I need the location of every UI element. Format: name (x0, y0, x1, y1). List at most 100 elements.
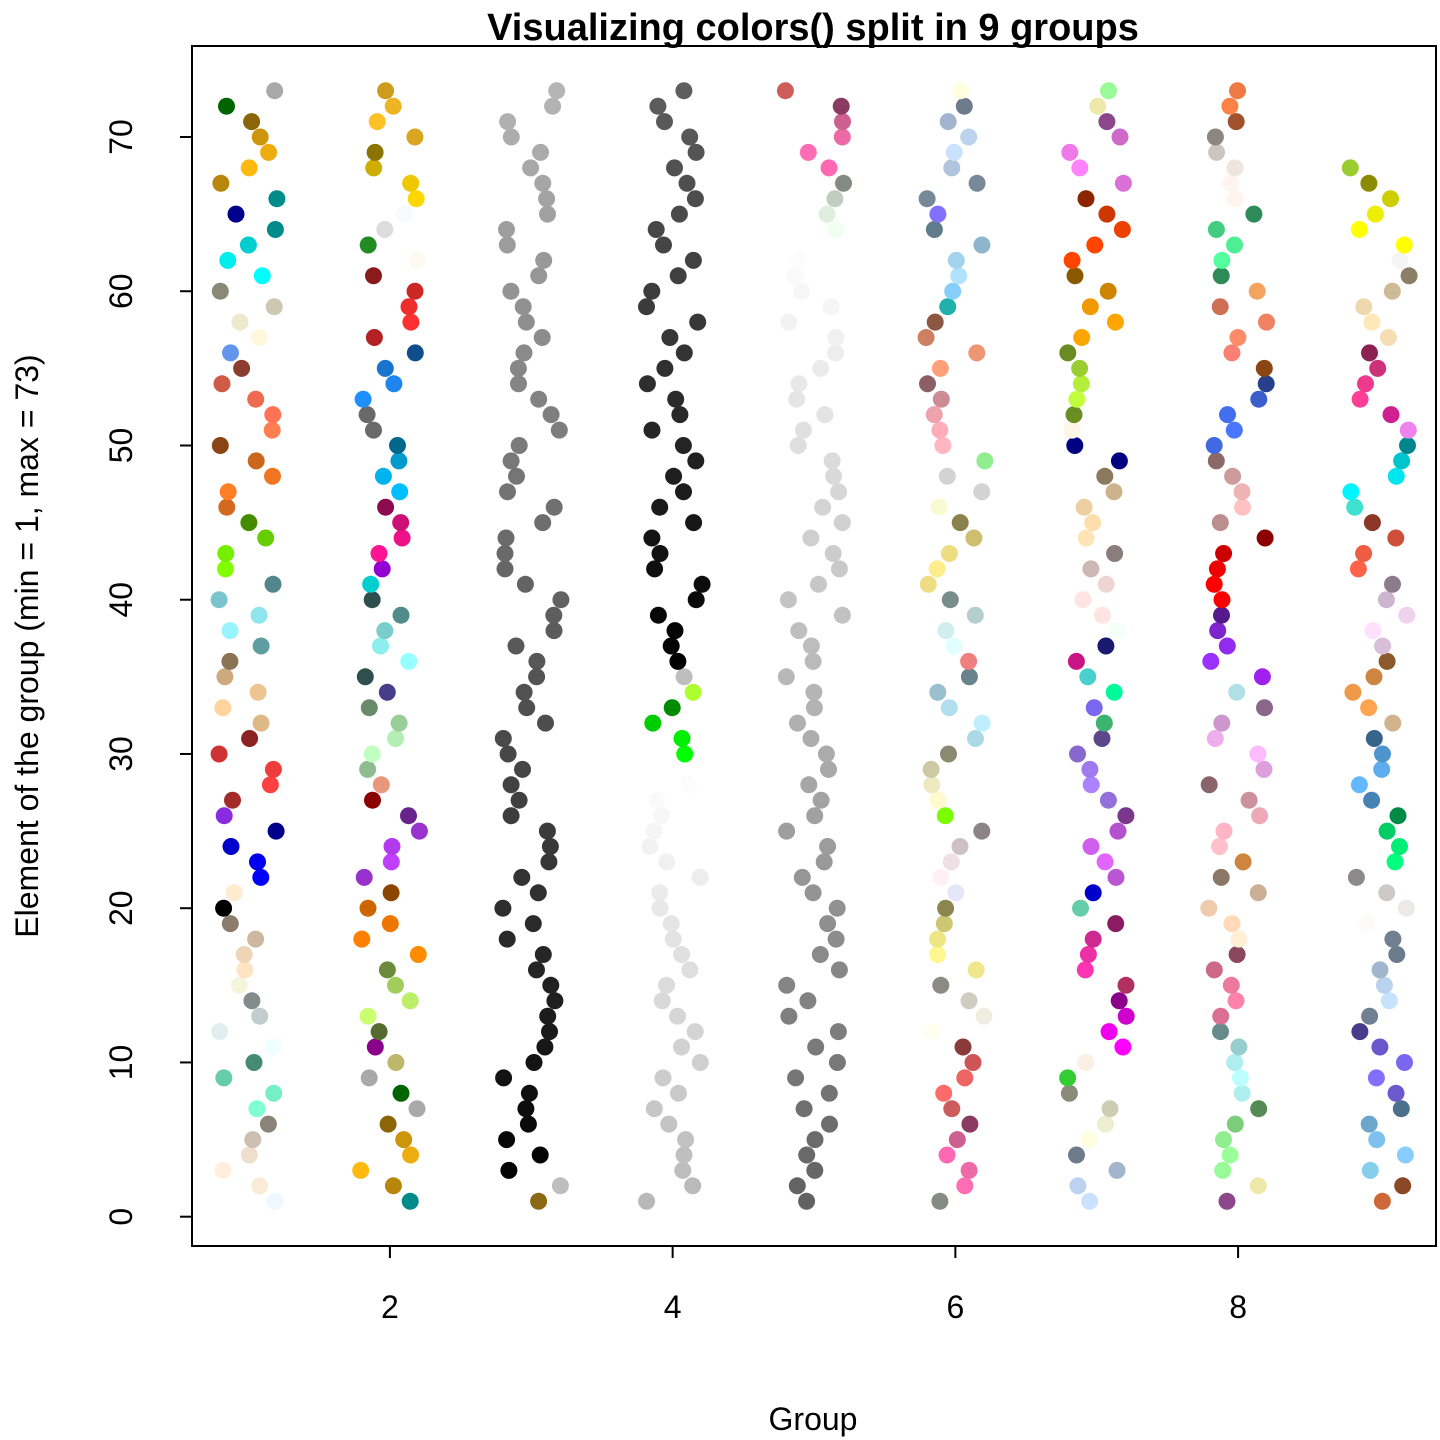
point-g6-20 (937, 900, 954, 917)
point-g4-23 (658, 853, 675, 870)
point-g4-13 (669, 1008, 686, 1025)
point-g5-36 (805, 653, 822, 670)
point-g4-19 (663, 915, 680, 932)
point-g9-54 (1357, 375, 1374, 392)
point-g1-73 (266, 82, 283, 99)
point-g2-44 (394, 530, 411, 547)
point-g8-65 (1245, 206, 1262, 223)
point-g5-65 (819, 206, 836, 223)
point-g5-53 (788, 391, 805, 408)
point-g2-30 (364, 746, 381, 763)
point-g7-35 (1079, 668, 1096, 685)
point-g7-48 (1096, 468, 1113, 485)
point-g5-27 (813, 792, 830, 809)
point-g9-13 (1361, 1008, 1378, 1025)
point-g8-57 (1229, 329, 1246, 346)
point-g7-33 (1086, 699, 1103, 716)
point-g7-65 (1098, 206, 1115, 223)
point-g2-8 (393, 1085, 410, 1102)
point-g2-36 (400, 653, 417, 670)
point-g7-40 (1075, 591, 1092, 608)
point-g8-24 (1211, 838, 1228, 855)
point-g7-58 (1107, 314, 1124, 331)
point-g3-8 (521, 1085, 538, 1102)
point-g5-5 (807, 1131, 824, 1148)
point-g7-49 (1111, 452, 1128, 469)
point-g2-47 (391, 483, 408, 500)
point-g1-63 (240, 237, 257, 254)
point-g2-32 (391, 715, 408, 732)
point-g9-37 (1374, 638, 1391, 655)
point-g3-52 (543, 406, 560, 423)
point-g6-47 (973, 483, 990, 500)
point-g6-17 (929, 946, 946, 963)
point-g2-2 (385, 1177, 402, 1194)
point-g5-60 (793, 283, 810, 300)
point-g6-26 (937, 807, 954, 824)
point-g9-66 (1382, 190, 1399, 207)
point-g6-45 (952, 514, 969, 531)
point-g1-69 (260, 144, 277, 161)
point-g4-48 (665, 468, 682, 485)
point-g9-25 (1379, 823, 1396, 840)
point-g3-17 (535, 946, 552, 963)
point-g1-27 (224, 792, 241, 809)
point-g2-33 (361, 699, 378, 716)
point-g1-17 (236, 946, 253, 963)
point-g1-20 (215, 900, 232, 917)
point-g1-26 (216, 807, 233, 824)
point-g1-66 (268, 190, 285, 207)
point-g8-34 (1228, 684, 1245, 701)
point-g4-40 (688, 591, 705, 608)
point-g6-55 (932, 360, 949, 377)
point-g1-8 (265, 1085, 282, 1102)
point-g5-17 (812, 946, 829, 963)
point-g7-23 (1097, 853, 1114, 870)
point-g9-53 (1352, 391, 1369, 408)
point-g7-69 (1061, 144, 1078, 161)
point-g4-71 (656, 113, 673, 130)
point-g5-21 (805, 884, 822, 901)
point-g8-43 (1215, 545, 1232, 562)
point-g8-22 (1213, 869, 1230, 886)
point-g1-52 (264, 406, 281, 423)
point-g8-28 (1201, 776, 1218, 793)
point-g9-24 (1391, 838, 1408, 855)
point-g6-57 (918, 329, 935, 346)
point-g5-54 (791, 375, 808, 392)
point-g9-1 (1374, 1193, 1391, 1210)
point-g8-7 (1250, 1100, 1267, 1117)
point-g1-65 (228, 206, 245, 223)
point-g5-51 (795, 422, 812, 439)
point-g4-59 (638, 298, 655, 315)
point-g1-50 (212, 437, 229, 454)
point-g1-23 (249, 853, 266, 870)
point-g7-12 (1101, 1023, 1118, 1040)
point-g2-11 (367, 1039, 384, 1056)
point-g7-57 (1073, 329, 1090, 346)
point-g9-8 (1388, 1085, 1405, 1102)
point-g1-14 (243, 992, 260, 1009)
point-g4-17 (673, 946, 690, 963)
point-g8-35 (1254, 668, 1271, 685)
point-g3-47 (499, 483, 516, 500)
point-g6-34 (929, 684, 946, 701)
point-g1-25 (268, 823, 285, 840)
point-g1-1 (267, 1193, 284, 1210)
point-g2-71 (369, 113, 386, 130)
point-g6-64 (926, 221, 943, 238)
point-g5-66 (826, 190, 843, 207)
point-g9-14 (1381, 992, 1398, 1009)
point-g7-56 (1059, 344, 1076, 361)
point-g9-18 (1384, 931, 1401, 948)
point-g7-44 (1078, 530, 1095, 547)
point-g7-11 (1114, 1039, 1131, 1056)
point-g5-22 (794, 869, 811, 886)
point-g7-72 (1089, 98, 1106, 115)
point-g8-8 (1234, 1085, 1251, 1102)
point-g8-49 (1208, 452, 1225, 469)
point-g6-15 (932, 977, 949, 994)
point-g4-33 (664, 699, 681, 716)
point-g9-29 (1373, 761, 1390, 778)
point-g4-18 (665, 931, 682, 948)
